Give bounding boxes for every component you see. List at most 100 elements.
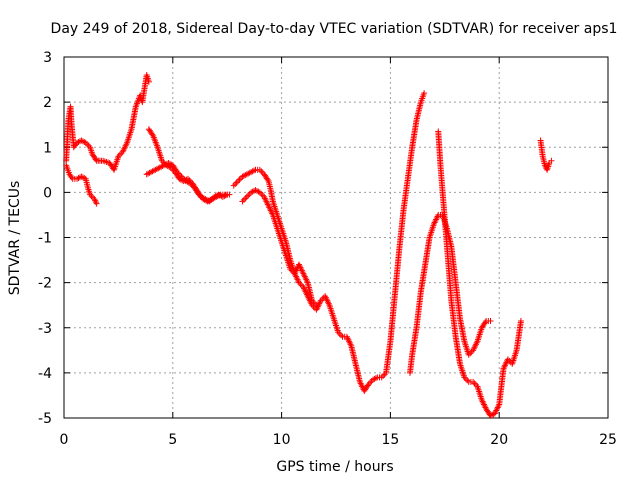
data-point <box>452 279 463 321</box>
data-point <box>261 193 271 208</box>
data-point <box>443 243 453 275</box>
data-point <box>457 360 467 379</box>
data-point <box>400 177 411 214</box>
series-track-e <box>230 90 428 394</box>
data-point <box>68 121 77 149</box>
data-point <box>470 339 480 354</box>
data-point <box>248 167 258 176</box>
data-point <box>452 333 463 366</box>
data-point <box>169 162 180 174</box>
data-point <box>139 87 148 106</box>
data-point <box>413 100 424 124</box>
data-point <box>437 162 446 194</box>
x-tick-label: 15 <box>381 432 399 448</box>
data-point <box>100 157 112 166</box>
data-point <box>87 144 95 156</box>
x-axis-ticks: 0 5 10 15 20 25 <box>60 57 617 448</box>
data-point <box>470 378 479 388</box>
y-tick-label: 1 <box>43 140 52 156</box>
chart-title: Day 249 of 2018, Sidereal Day-to-day VTE… <box>51 21 618 37</box>
data-point <box>150 132 160 149</box>
data-point <box>448 297 459 339</box>
data-point <box>348 342 359 366</box>
data-point <box>191 184 202 197</box>
data-point <box>441 216 450 248</box>
data-point <box>213 192 223 200</box>
x-tick-label: 5 <box>168 432 177 448</box>
x-tick-label: 0 <box>60 432 69 448</box>
data-point <box>300 284 310 298</box>
data-point <box>309 297 318 307</box>
data-point <box>265 178 274 192</box>
data-point <box>128 105 139 133</box>
data-point <box>282 252 293 271</box>
data-point <box>124 127 134 146</box>
data-point <box>352 360 363 384</box>
data-point <box>115 150 125 160</box>
data-point <box>343 333 354 348</box>
series-track-b <box>63 162 100 207</box>
data-point <box>256 189 266 199</box>
data-point <box>487 317 494 324</box>
series-track-a <box>63 72 152 173</box>
data-point <box>435 128 444 167</box>
data-point <box>274 225 285 244</box>
data-point <box>465 348 475 358</box>
x-tick-label: 10 <box>273 432 291 448</box>
data-point <box>446 270 455 302</box>
data-point <box>70 141 79 151</box>
data-point <box>422 236 433 268</box>
data-point <box>537 137 546 158</box>
x-axis-label: GPS time / hours <box>276 459 393 475</box>
data-point <box>413 290 424 331</box>
data-point <box>474 383 485 402</box>
data-point <box>421 90 428 97</box>
data-point <box>145 78 152 85</box>
data-point <box>406 353 415 376</box>
data-points <box>63 72 555 419</box>
data-point <box>313 302 320 309</box>
data-point <box>63 118 72 164</box>
data-point <box>496 367 507 408</box>
data-point <box>226 191 233 198</box>
y-tick-label: -4 <box>38 366 52 382</box>
series-track-f <box>239 187 320 309</box>
data-point <box>417 91 427 106</box>
data-point <box>378 371 388 381</box>
y-tick-label: -3 <box>38 321 52 337</box>
data-point <box>261 171 271 183</box>
series-track-c <box>145 126 231 205</box>
y-tick-label: -2 <box>38 276 52 292</box>
data-point <box>513 319 524 354</box>
data-point <box>326 302 337 321</box>
y-tick-label: 3 <box>43 50 52 66</box>
data-point <box>154 144 165 163</box>
y-tick-label: -1 <box>38 231 52 247</box>
data-point <box>409 118 420 151</box>
series-track-d <box>143 160 233 205</box>
data-point <box>457 315 468 343</box>
y-axis-label: SDTVAR / TECUs <box>7 181 23 296</box>
data-point <box>417 263 428 295</box>
data-point <box>230 179 240 189</box>
y-tick-label: 2 <box>43 95 52 111</box>
data-point <box>383 339 394 376</box>
data-point <box>89 151 99 163</box>
data-point <box>548 157 555 164</box>
data-point <box>478 319 489 331</box>
data-point <box>500 357 511 372</box>
data-point <box>91 196 99 206</box>
data-point <box>239 195 249 205</box>
y-tick-label: 0 <box>43 185 52 201</box>
data-point <box>82 175 91 190</box>
data-point <box>509 349 520 367</box>
data-point <box>426 222 437 241</box>
data-point <box>119 141 130 155</box>
data-point <box>391 249 402 300</box>
data-point <box>517 317 524 324</box>
data-point <box>491 402 502 417</box>
data-point <box>396 209 407 255</box>
data-point <box>269 211 280 230</box>
data-point <box>369 375 379 383</box>
